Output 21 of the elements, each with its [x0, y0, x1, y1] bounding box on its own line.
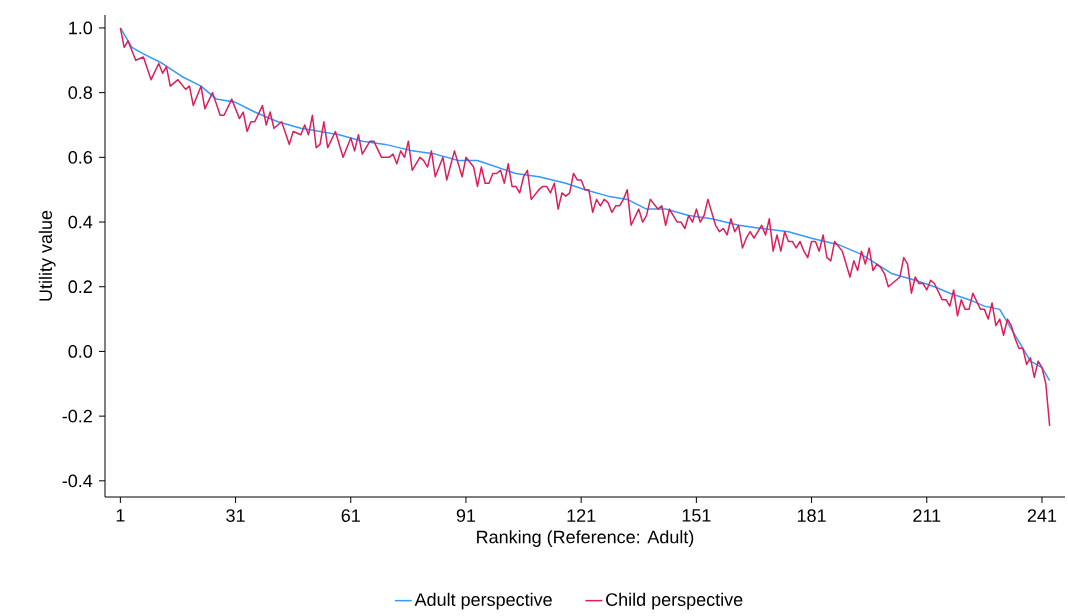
x-tick-label: 151: [682, 509, 711, 522]
y-tick-label: 0.8: [68, 86, 93, 99]
y-tick-label: 0.0: [68, 345, 93, 358]
y-tick-label: 0.2: [68, 280, 92, 294]
y-tick-label: -0.2: [62, 409, 92, 423]
y-tick-label: -0.4: [62, 474, 93, 488]
y-tick-label: 0.4: [68, 215, 93, 229]
x-tick-label: 181: [797, 509, 826, 522]
legend-label: Adult perspective: [414, 592, 552, 610]
x-axis-title: Ranking (Reference: Adult): [477, 530, 694, 547]
y-axis-title: Utility value: [38, 210, 56, 301]
y-tick-label: 1.0: [69, 21, 93, 35]
x-tick-label: 61: [341, 509, 360, 522]
y-tick-label: 0.6: [68, 150, 93, 164]
x-tick-label: 211: [913, 509, 941, 522]
legend-label: Child perspective: [606, 592, 743, 610]
x-tick-label: 121: [567, 509, 596, 522]
x-tick-label: 91: [456, 509, 476, 522]
x-tick-label: 31: [226, 509, 245, 522]
x-tick-label: 1: [116, 509, 125, 522]
x-tick-label: 241: [1027, 509, 1057, 522]
